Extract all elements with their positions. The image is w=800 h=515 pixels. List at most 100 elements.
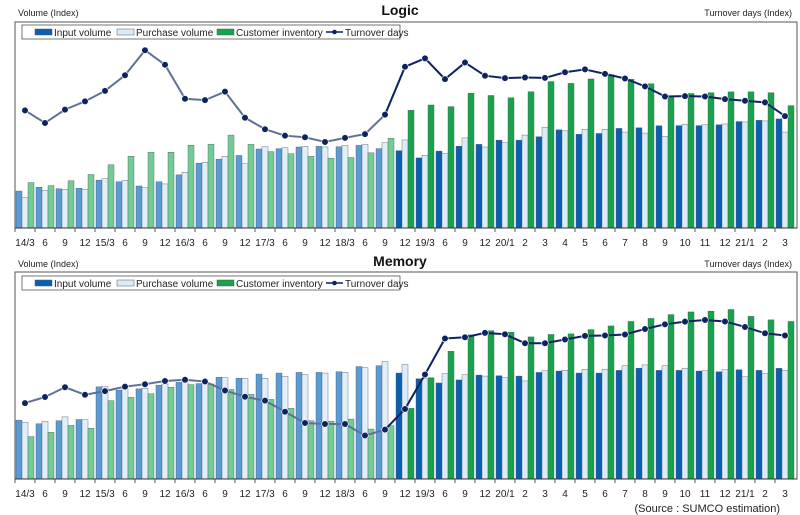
customer-inventory-bar — [787, 105, 795, 229]
x-tick-label: 2 — [762, 238, 768, 249]
legend-customer-inventory: Customer inventory — [216, 279, 323, 290]
input-volume-bar — [95, 179, 103, 229]
customer-inventory-bar — [67, 425, 75, 480]
purchase-volume-bar — [681, 367, 689, 480]
input-volume-bar — [255, 373, 263, 480]
turnover-line-segment — [264, 399, 286, 413]
turnover-line-segment — [644, 85, 666, 98]
turnover-point — [421, 370, 429, 379]
input-volume-bar — [295, 146, 303, 229]
input-volume-bar — [115, 389, 123, 480]
purchase-volume-bar — [641, 364, 649, 480]
customer-inventory-bar — [547, 81, 555, 229]
input-volume-bar — [395, 372, 403, 480]
customer-inventory-bar — [207, 143, 215, 229]
purchase-volume-bar — [401, 139, 409, 229]
purchase-volume-bar — [681, 123, 689, 229]
purchase-volume-bar — [121, 180, 129, 229]
turnover-point — [361, 130, 369, 138]
customer-inventory-bar — [447, 351, 455, 480]
input-volume-bar — [15, 419, 23, 480]
input-volume-bar — [495, 139, 503, 229]
purchase-volume-bar — [101, 178, 109, 229]
turnover-point — [81, 391, 89, 399]
logic-chart: Logic Volume (Index) Turnover days (Index)… — [14, 2, 798, 249]
purchase-volume-bar — [781, 369, 789, 480]
input-volume-bar — [635, 127, 643, 229]
purchase-volume-bar — [581, 369, 589, 480]
x-tick-label: 3 — [542, 489, 548, 500]
turnover-line-segment — [104, 74, 126, 92]
turnover-point — [281, 408, 289, 416]
turnover-point — [41, 393, 49, 401]
purchase-volume-bar — [221, 156, 229, 229]
customer-inventory-bar — [47, 185, 55, 229]
input-volume-bar — [655, 125, 663, 229]
x-tick-label: 12 — [159, 238, 171, 249]
y-axis-label: Volume (Index) — [18, 259, 79, 269]
x-tick-label: 12 — [239, 238, 251, 249]
input-volume-bar — [675, 370, 683, 480]
turnover-point — [361, 431, 369, 440]
x-tick-label: 12 — [479, 489, 491, 500]
input-volume-bar — [95, 386, 103, 480]
x-tick-label: 5 — [582, 238, 588, 249]
input-volume-bar — [15, 190, 23, 229]
x-tick-label: 19/3 — [415, 238, 435, 249]
customer-inventory-bar — [447, 106, 455, 229]
x-tick-label: 2 — [522, 238, 528, 249]
x-tick-label: 9 — [662, 489, 668, 500]
customer-inventory-bar — [187, 384, 195, 480]
purchase-volume-bar — [601, 129, 609, 229]
purchase-volume-bar — [261, 146, 269, 229]
x-tick-label: 6 — [282, 489, 288, 500]
turnover-point — [681, 318, 689, 326]
turnover-point — [201, 96, 209, 104]
legend-swatch — [216, 28, 235, 36]
purchase-volume-bar — [741, 376, 749, 480]
turnover-line-segment — [404, 373, 426, 410]
customer-inventory-bar — [727, 91, 735, 229]
purchase-volume-bar — [421, 378, 429, 480]
input-volume-bar — [335, 371, 343, 480]
legend-box — [21, 24, 401, 40]
x-tick-label: 6 — [202, 238, 208, 249]
x-tick-label: 12 — [239, 489, 251, 500]
turnover-line-segment — [424, 57, 446, 80]
customer-inventory-bar — [587, 329, 595, 480]
turnover-point — [321, 138, 329, 146]
turnover-point — [521, 339, 529, 347]
input-volume-bar — [135, 185, 143, 229]
customer-inventory-bar — [87, 174, 95, 229]
turnover-point — [481, 329, 489, 337]
input-volume-bar — [515, 375, 523, 480]
purchase-volume-bar — [701, 370, 709, 480]
purchase-volume-bar — [21, 197, 29, 229]
input-volume-bar — [475, 144, 483, 229]
customer-inventory-bar — [767, 92, 775, 229]
legend-purchase-volume: Purchase volume — [116, 279, 214, 290]
input-volume-bar — [755, 370, 763, 480]
purchase-volume-bar — [61, 189, 69, 229]
purchase-volume-bar — [761, 373, 769, 480]
turnover-point — [61, 106, 69, 114]
turnover-point — [761, 98, 769, 106]
turnover-point — [321, 420, 329, 428]
turnover-point — [181, 95, 189, 103]
x-tick-label: 18/3 — [335, 489, 355, 500]
input-volume-bar — [595, 133, 603, 229]
input-volume-bar — [615, 128, 623, 229]
customer-inventory-bar — [27, 182, 35, 229]
input-volume-bar — [135, 388, 143, 480]
turnover-point — [701, 92, 709, 101]
turnover-line-segment — [504, 333, 526, 345]
input-volume-bar — [575, 372, 583, 480]
legend-label: Turnover days — [345, 279, 409, 290]
customer-inventory-bar — [147, 393, 155, 480]
turnover-point — [301, 133, 309, 141]
input-volume-bar — [415, 378, 423, 480]
turnover-point — [41, 119, 49, 127]
turnover-point — [341, 420, 349, 428]
customer-inventory-bar — [287, 408, 295, 480]
legend-input-volume: Input volume — [34, 279, 112, 290]
